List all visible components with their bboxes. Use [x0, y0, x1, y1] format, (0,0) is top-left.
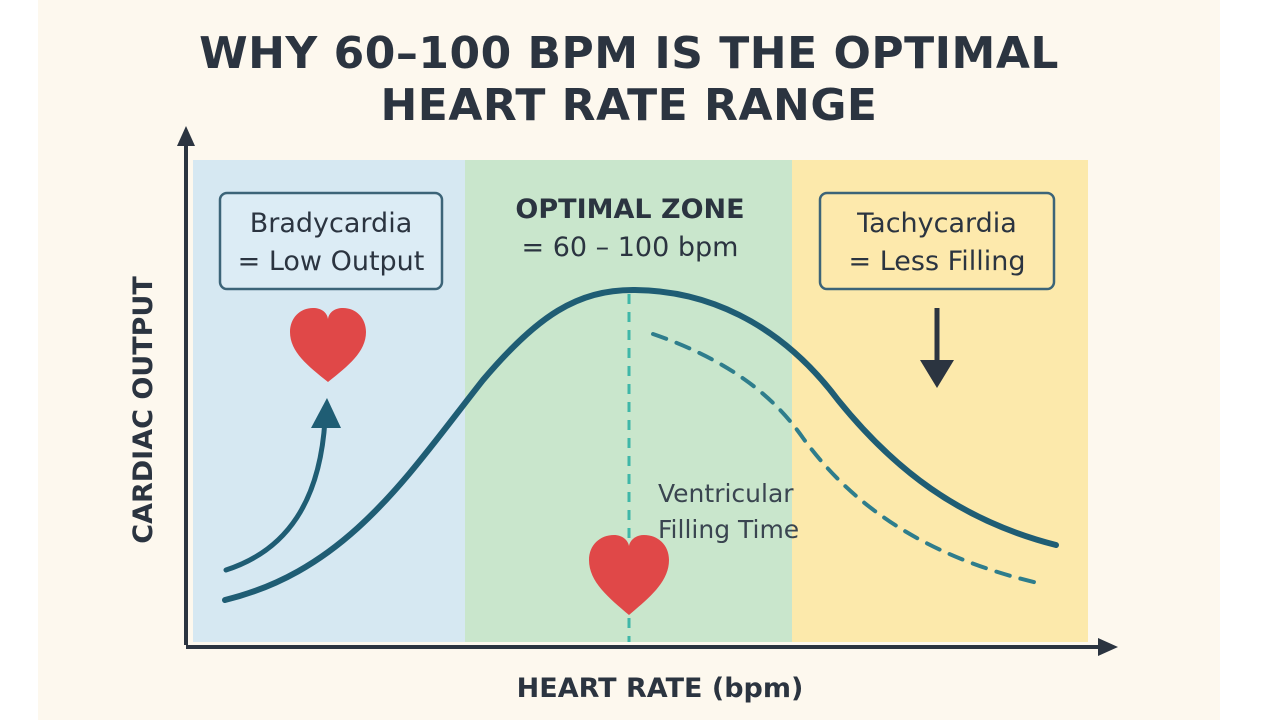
optimal-zone-sublabel: = 60 – 100 bpm: [522, 232, 739, 263]
up-arrow-icon: [223, 398, 341, 573]
optimal-zone-label: OPTIMAL ZONE: [515, 194, 744, 225]
down-arrow-icon: [920, 308, 954, 388]
cardiac-output-curve: [222, 286, 1059, 603]
bradycardia-sublabel: = Low Output: [238, 246, 425, 277]
bradycardia-label: Bradycardia: [250, 208, 413, 239]
bradycardia-label-box: Bradycardia = Low Output: [218, 191, 444, 291]
x-axis: [186, 638, 1118, 656]
y-axis: [177, 126, 195, 645]
heart-rate-diagram: HEART RATE (bpm) CARDIAC OUTPUT Bradycar…: [128, 126, 1118, 704]
title-line-2: HEART RATE RANGE: [380, 80, 878, 131]
tachycardia-sublabel: = Less Filling: [849, 246, 1026, 277]
tachycardia-label: Tachycardia: [856, 208, 1017, 239]
heart-icon: [589, 535, 669, 615]
filling-time-annotation-line-2: Filling Time: [658, 515, 799, 544]
page-title: WHY 60–100 BPM IS THE OPTIMAL HEART RATE…: [38, 28, 1220, 132]
filling-time-curve: [651, 332, 1040, 585]
tachycardia-label-box: Tachycardia = Less Filling: [818, 191, 1056, 291]
x-axis-label: HEART RATE (bpm): [517, 673, 804, 704]
title-line-1: WHY 60–100 BPM IS THE OPTIMAL: [199, 28, 1059, 79]
y-axis-label: CARDIAC OUTPUT: [128, 276, 159, 544]
diagram-canvas: WHY 60–100 BPM IS THE OPTIMAL HEART RATE…: [38, 0, 1220, 720]
heart-icon: [290, 308, 366, 382]
filling-time-annotation-line-1: Ventricular: [658, 479, 794, 508]
